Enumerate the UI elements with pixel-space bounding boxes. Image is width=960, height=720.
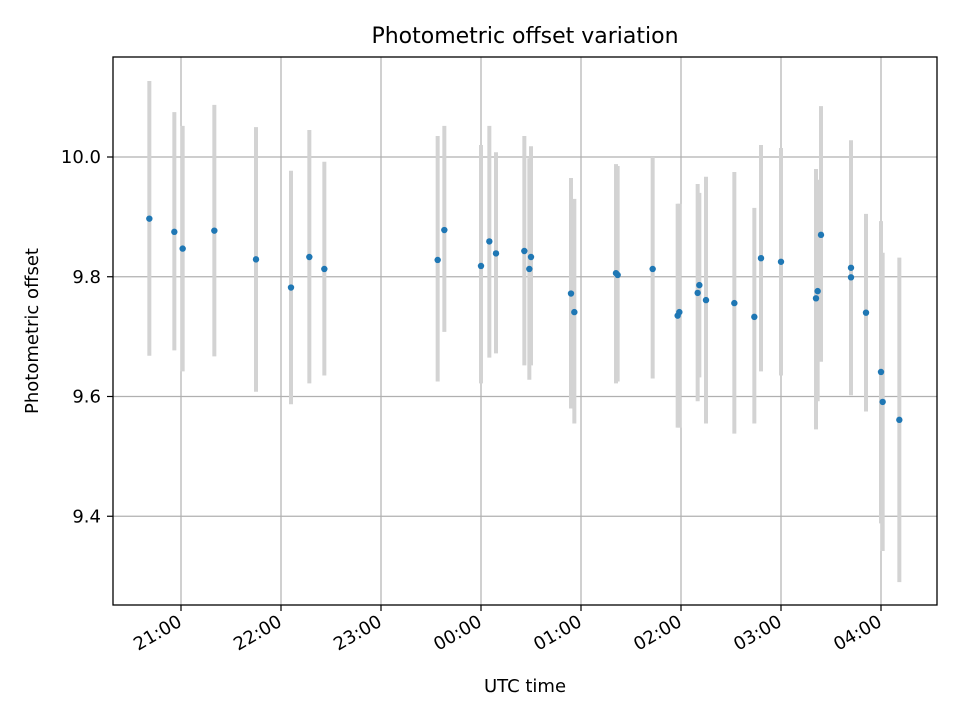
data-point bbox=[571, 308, 578, 316]
data-point bbox=[862, 309, 870, 316]
y-axis-title: Photometric offset bbox=[22, 248, 43, 414]
data-point bbox=[896, 416, 903, 424]
y-tick-label: 9.8 bbox=[72, 267, 101, 288]
data-point bbox=[441, 226, 448, 234]
data-point bbox=[146, 215, 153, 222]
data-point bbox=[434, 256, 441, 264]
y-tick-label: 9.6 bbox=[72, 387, 101, 408]
x-tick-label: 21:00 bbox=[130, 611, 185, 655]
y-tick-label: 9.4 bbox=[72, 506, 101, 527]
data-point bbox=[252, 256, 260, 263]
x-axis-title: UTC time bbox=[484, 676, 566, 697]
data-point bbox=[694, 289, 701, 297]
data-point bbox=[731, 299, 738, 307]
chart-title: Photometric offset variation bbox=[371, 24, 678, 49]
x-tick-label: 03:00 bbox=[730, 611, 785, 655]
x-tick-label: 04:00 bbox=[830, 611, 885, 655]
data-point bbox=[614, 271, 621, 279]
data-point bbox=[306, 253, 313, 261]
data-point bbox=[521, 247, 528, 255]
data-point bbox=[812, 295, 820, 302]
data-point bbox=[527, 253, 535, 261]
data-point bbox=[567, 290, 575, 297]
data-point bbox=[877, 368, 885, 376]
data-point bbox=[649, 265, 656, 273]
y-tick-label: 10.0 bbox=[61, 147, 101, 168]
data-point bbox=[526, 265, 533, 273]
x-tick-label: 23:00 bbox=[330, 611, 385, 655]
data-point bbox=[171, 228, 178, 236]
data-point bbox=[676, 308, 683, 316]
x-tick-label: 22:00 bbox=[230, 611, 285, 655]
data-point bbox=[702, 296, 710, 304]
data-point bbox=[211, 227, 218, 234]
data-point bbox=[492, 250, 500, 257]
data-point bbox=[757, 254, 765, 262]
data-point bbox=[847, 274, 855, 281]
data-point bbox=[817, 231, 825, 239]
data-point bbox=[847, 264, 855, 271]
data-point bbox=[179, 245, 186, 252]
data-point bbox=[321, 265, 328, 273]
plot-area-frame bbox=[112, 56, 938, 606]
data-point bbox=[486, 238, 493, 245]
data-point bbox=[477, 262, 485, 270]
data-point bbox=[751, 313, 758, 321]
x-tick-label: 01:00 bbox=[530, 611, 585, 655]
data-point bbox=[696, 281, 703, 289]
data-point bbox=[814, 287, 821, 295]
x-tick-label: 00:00 bbox=[430, 611, 485, 655]
data-point bbox=[879, 398, 886, 406]
data-point bbox=[287, 284, 295, 291]
errorbar-layer bbox=[147, 80, 902, 583]
data-point bbox=[777, 258, 785, 265]
point-layer bbox=[146, 215, 903, 424]
x-tick-label: 02:00 bbox=[630, 611, 685, 655]
